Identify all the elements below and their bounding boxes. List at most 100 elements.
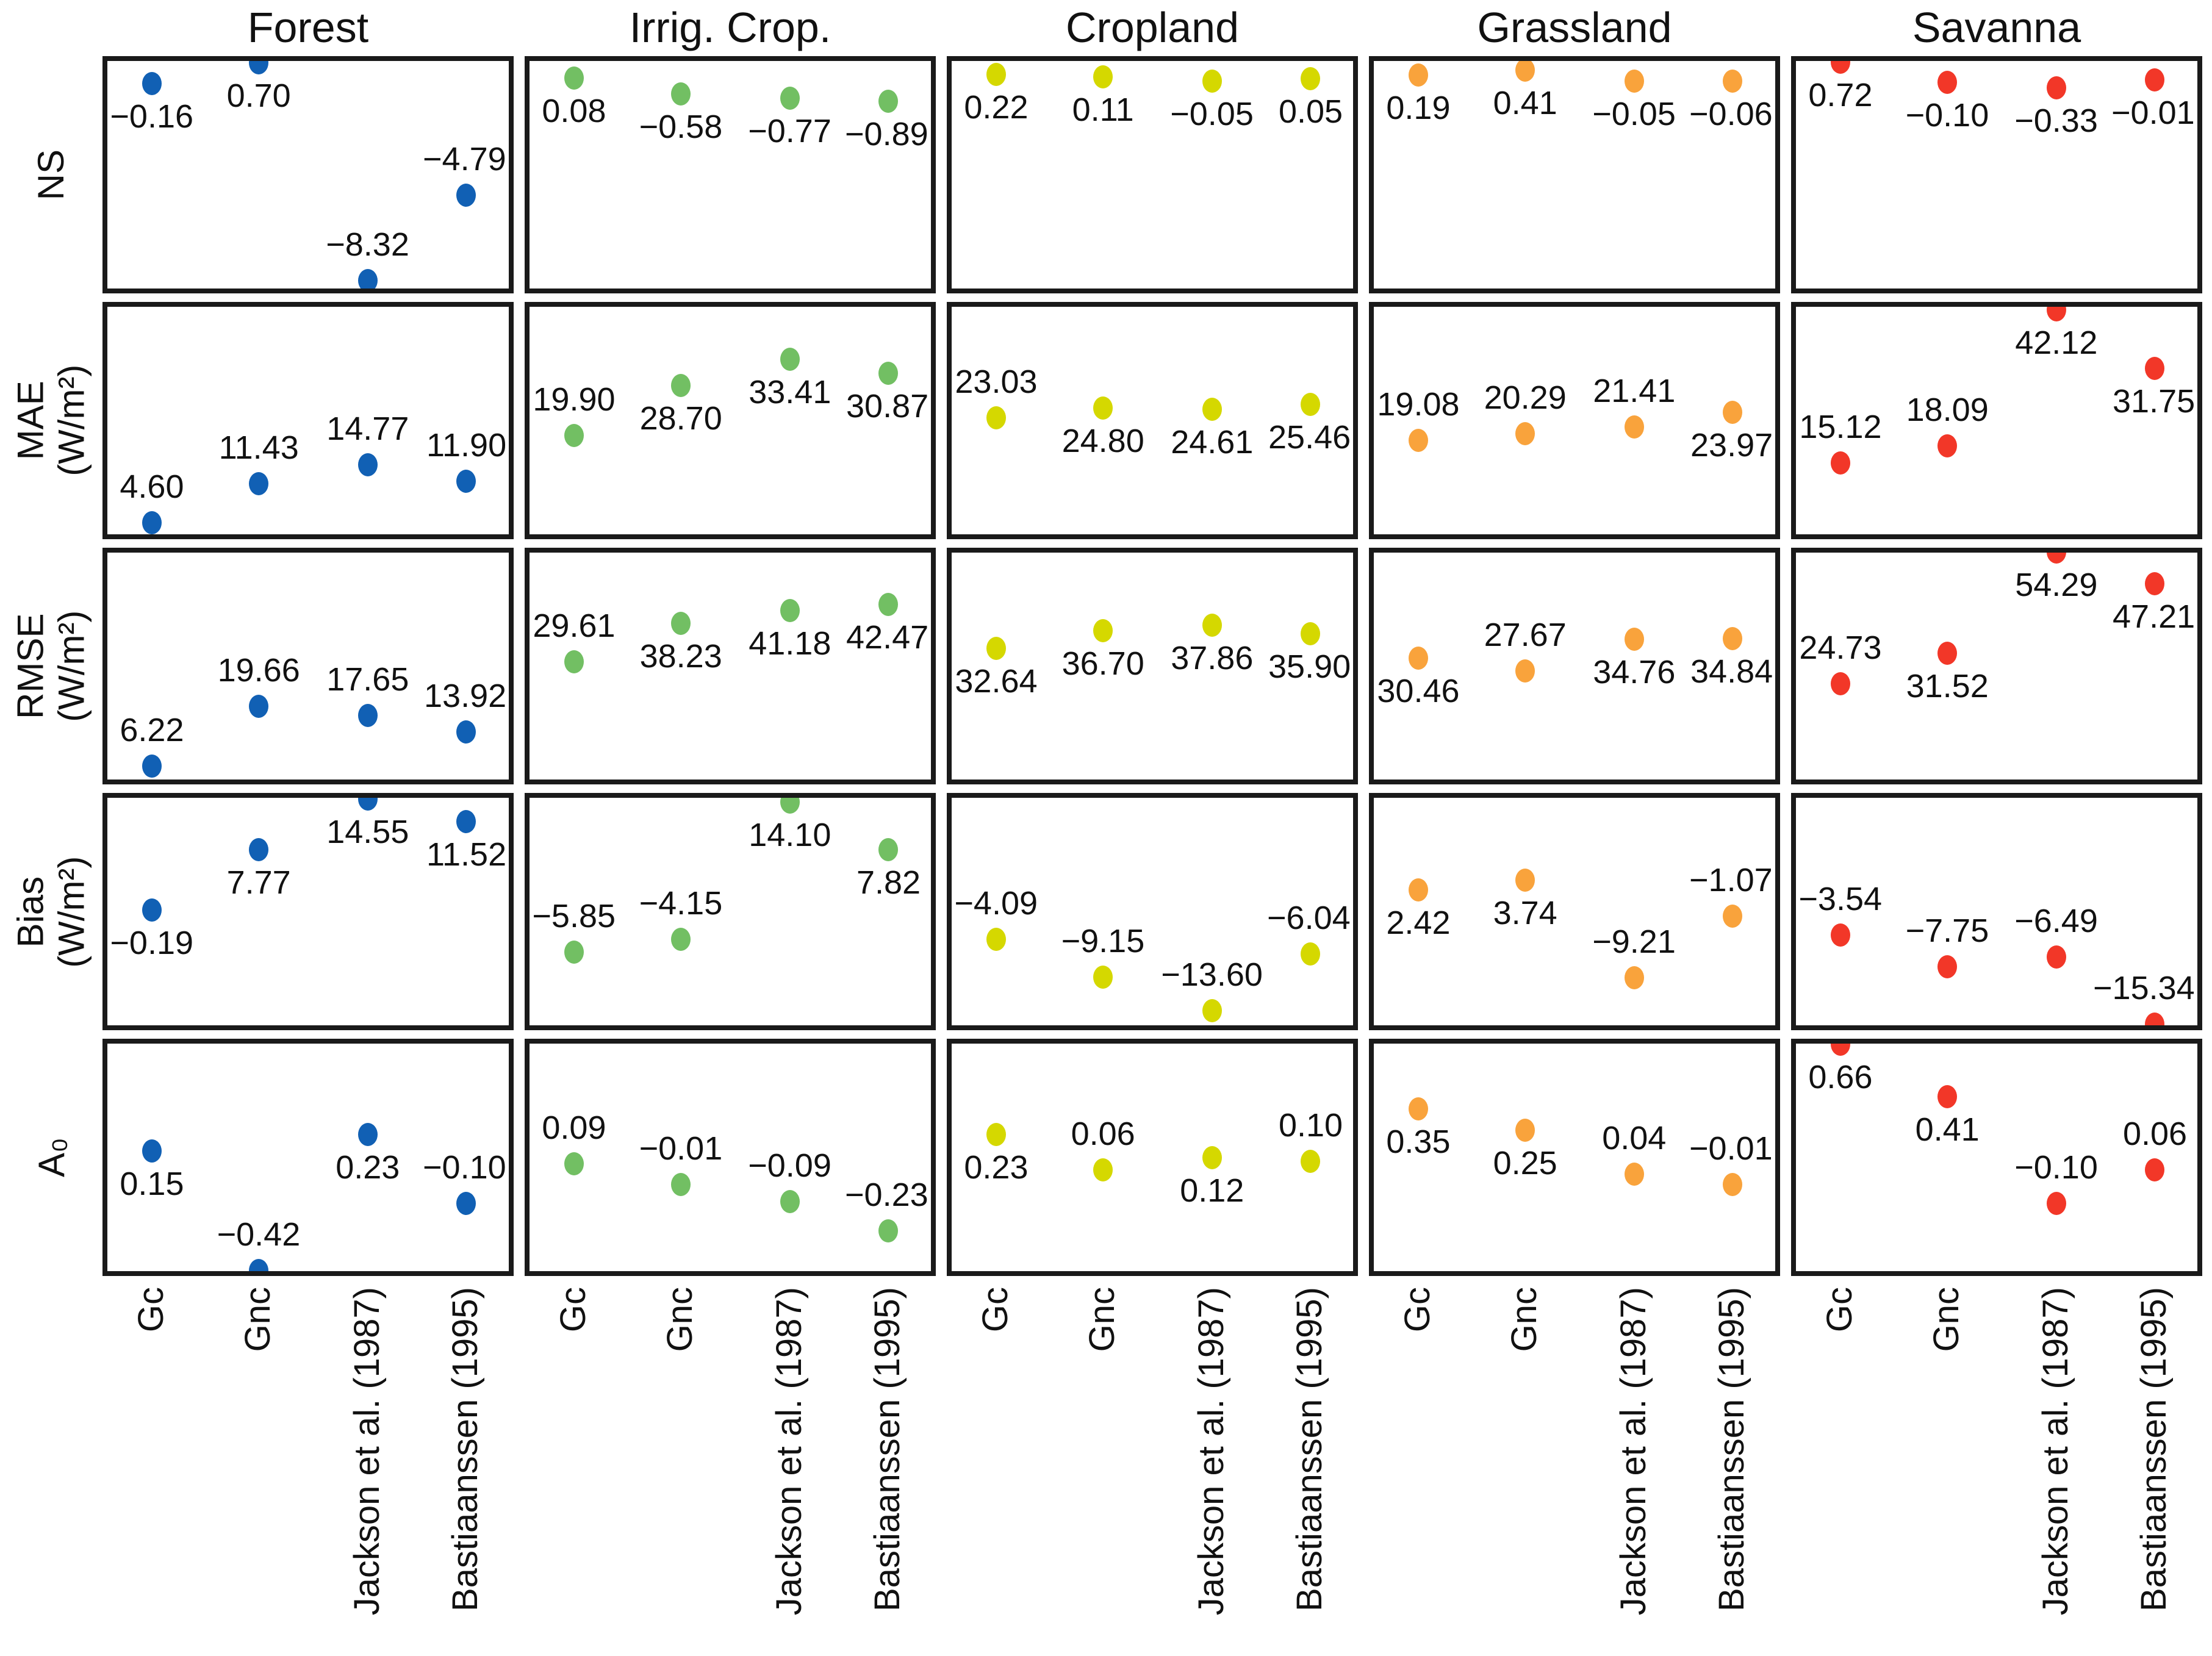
value-label-bias-cropland-bastiaanssen-1995: −6.04: [1267, 899, 1351, 936]
value-label-ns-grassland-bastiaanssen-1995: −0.06: [1689, 96, 1773, 133]
value-label-rmse-cropland-gc: 32.64: [955, 663, 1038, 700]
panel-bias-grassland: [1369, 793, 1780, 1031]
value-label-ns-savanna-gc: 0.72: [1808, 77, 1873, 114]
value-label-rmse-grassland-gc: 30.46: [1377, 673, 1460, 710]
panel-ns-forest: [102, 56, 514, 293]
panel-bias-forest: [102, 793, 514, 1031]
row-label-mae-text: MAE (W/m²): [10, 364, 93, 476]
point-a0-cropland-gnc: [1093, 1158, 1113, 1182]
value-label-bias-savanna-jackson-et-al-1987: −6.49: [2014, 903, 2098, 940]
point-mae-cropland-gc: [986, 406, 1006, 430]
value-label-ns-irrig-crop-jackson-et-al-1987: −0.77: [748, 113, 831, 150]
value-label-ns-cropland-bastiaanssen-1995: 0.05: [1278, 93, 1343, 130]
point-bias-grassland-bastiaanssen-1995: [1723, 905, 1743, 928]
point-rmse-grassland-jackson-et-al-1987: [1624, 627, 1644, 651]
value-label-bias-cropland-gc: −4.09: [954, 884, 1038, 922]
tick-label-savanna-gnc: Gnc: [1927, 1287, 1967, 1352]
point-ns-savanna-jackson-et-al-1987: [2046, 76, 2066, 99]
value-label-ns-forest-gnc: 0.70: [226, 77, 291, 115]
point-bias-grassland-gc: [1408, 878, 1428, 902]
point-a0-savanna-bastiaanssen-1995: [2145, 1158, 2165, 1182]
value-label-rmse-forest-gc: 6.22: [120, 712, 184, 749]
tick-label-forest-bastiaanssen-1995: Bastiaanssen (1995): [445, 1287, 486, 1611]
panel-rmse-irrig-crop: [525, 547, 936, 785]
value-label-ns-irrig-crop-gc: 0.08: [542, 92, 606, 129]
value-label-rmse-savanna-jackson-et-al-1987: 54.29: [2015, 566, 2098, 603]
point-mae-irrig-crop-gc: [564, 424, 584, 448]
value-label-a0-savanna-bastiaanssen-1995: 0.06: [2122, 1116, 2188, 1153]
point-ns-cropland-jackson-et-al-1987: [1202, 69, 1222, 93]
point-a0-forest-gnc: [249, 1259, 269, 1271]
point-ns-savanna-bastiaanssen-1995: [2145, 68, 2165, 92]
point-a0-forest-gc: [142, 1139, 162, 1163]
value-label-rmse-forest-bastiaanssen-1995: 13.92: [424, 678, 507, 715]
point-a0-grassland-gc: [1408, 1097, 1428, 1121]
value-label-a0-irrig-crop-gc: 0.09: [542, 1109, 606, 1146]
value-label-ns-savanna-jackson-et-al-1987: −0.33: [2014, 102, 2098, 139]
value-label-bias-forest-bastiaanssen-1995: 11.52: [426, 836, 507, 873]
panel-ns-grassland: [1369, 56, 1780, 293]
row-label-bias: Bias (W/m²): [0, 793, 102, 1030]
point-ns-forest-jackson-et-al-1987: [357, 268, 378, 289]
point-bias-cropland-bastiaanssen-1995: [1301, 942, 1321, 966]
panel-a0-cropland: [947, 1039, 1358, 1276]
point-bias-cropland-jackson-et-al-1987: [1202, 999, 1222, 1023]
point-rmse-cropland-jackson-et-al-1987: [1202, 614, 1222, 637]
point-rmse-irrig-crop-gnc: [671, 612, 691, 636]
tick-label-irrig-crop-bastiaanssen-1995: Bastiaanssen (1995): [867, 1287, 908, 1611]
value-label-a0-savanna-gnc: 0.41: [1915, 1111, 1980, 1148]
point-a0-cropland-gc: [986, 1122, 1006, 1146]
point-bias-forest-bastiaanssen-1995: [456, 810, 476, 834]
point-ns-grassland-bastiaanssen-1995: [1723, 70, 1743, 93]
tick-label-grassland-jackson-et-al-1987: Jackson et al. (1987): [1613, 1287, 1653, 1616]
value-label-rmse-forest-gnc: 19.66: [217, 652, 300, 689]
point-bias-grassland-gnc: [1515, 869, 1535, 892]
value-label-bias-savanna-gc: −3.54: [1798, 880, 1883, 917]
point-a0-irrig-crop-gc: [564, 1152, 584, 1175]
point-a0-irrig-crop-gnc: [671, 1173, 691, 1197]
value-label-bias-irrig-crop-gc: −5.85: [532, 898, 616, 935]
point-bias-cropland-gnc: [1093, 966, 1113, 989]
point-bias-savanna-bastiaanssen-1995: [2145, 1012, 2165, 1026]
value-label-ns-irrig-crop-gnc: −0.58: [639, 108, 723, 145]
value-label-mae-irrig-crop-gc: 19.90: [533, 381, 616, 418]
value-label-bias-forest-gc: −0.19: [110, 924, 194, 961]
value-label-bias-irrig-crop-bastiaanssen-1995: 7.82: [856, 864, 921, 901]
value-label-a0-savanna-gc: 0.66: [1808, 1058, 1873, 1095]
point-ns-cropland-gnc: [1093, 65, 1113, 89]
point-mae-irrig-crop-gnc: [671, 374, 691, 398]
point-a0-forest-jackson-et-al-1987: [357, 1122, 378, 1146]
point-a0-grassland-jackson-et-al-1987: [1624, 1163, 1644, 1186]
value-label-a0-forest-gc: 0.15: [120, 1166, 184, 1203]
value-label-mae-forest-gnc: 11.43: [218, 429, 299, 467]
point-rmse-savanna-gc: [1830, 672, 1850, 695]
value-label-a0-irrig-crop-gnc: −0.01: [639, 1130, 723, 1167]
tick-label-cropland-gc: Gc: [975, 1287, 1015, 1333]
point-mae-forest-jackson-et-al-1987: [357, 453, 378, 477]
tick-label-forest-gnc: Gnc: [238, 1287, 278, 1352]
tick-label-cropland-jackson-et-al-1987: Jackson et al. (1987): [1191, 1287, 1231, 1616]
row-label-ns-text: NS: [31, 149, 72, 201]
tick-label-cropland-bastiaanssen-1995: Bastiaanssen (1995): [1290, 1287, 1330, 1611]
value-label-mae-grassland-gnc: 20.29: [1484, 379, 1567, 416]
point-rmse-savanna-jackson-et-al-1987: [2046, 552, 2066, 564]
panel-rmse-savanna: [1791, 547, 2202, 785]
value-label-rmse-forest-jackson-et-al-1987: 17.65: [326, 661, 409, 698]
value-label-bias-forest-gnc: 7.77: [226, 864, 291, 901]
point-rmse-forest-bastiaanssen-1995: [456, 720, 476, 744]
value-label-ns-savanna-bastiaanssen-1995: −0.01: [2111, 95, 2195, 132]
row-label-a0: A₀: [0, 1039, 102, 1276]
value-label-ns-forest-bastiaanssen-1995: −4.79: [423, 141, 506, 178]
point-a0-savanna-jackson-et-al-1987: [2046, 1192, 2066, 1216]
tick-label-forest-jackson-et-al-1987: Jackson et al. (1987): [347, 1287, 387, 1616]
point-mae-grassland-gc: [1408, 428, 1428, 452]
row-label-a0-text: A₀: [31, 1138, 72, 1178]
point-bias-cropland-gc: [986, 927, 1006, 951]
point-mae-savanna-bastiaanssen-1995: [2145, 357, 2165, 381]
value-label-mae-forest-gc: 4.60: [120, 468, 184, 505]
point-bias-savanna-gnc: [1937, 955, 1958, 978]
panel-ns-irrig-crop: [525, 56, 936, 293]
point-mae-forest-gnc: [249, 472, 269, 496]
point-bias-grassland-jackson-et-al-1987: [1624, 966, 1644, 989]
